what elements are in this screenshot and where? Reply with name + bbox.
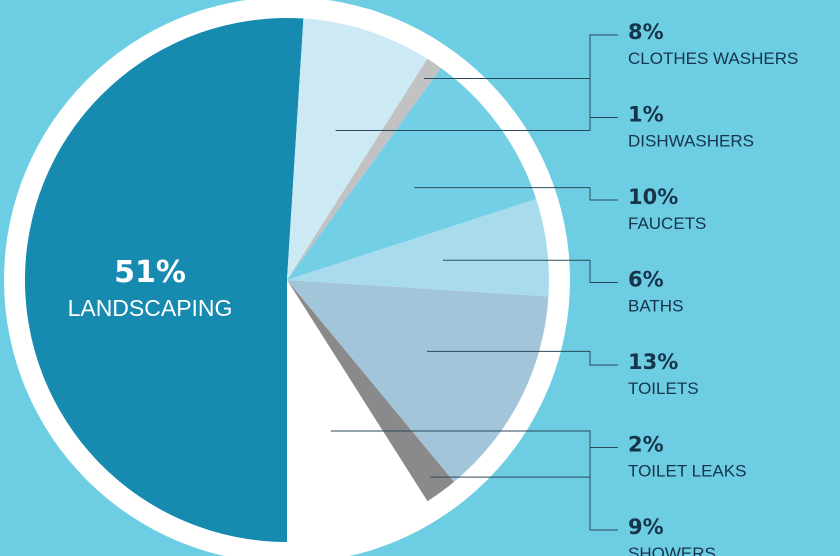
leader-line-faucets xyxy=(414,187,618,201)
slice-percent-toilets: 13% xyxy=(628,350,678,374)
slice-clothes-washers xyxy=(287,18,428,281)
slice-percent-faucets: 10% xyxy=(628,185,678,209)
slice-label-showers: SHOWERS xyxy=(628,544,716,556)
slice-percent-toilet-leaks: 2% xyxy=(628,433,664,457)
leader-line-baths xyxy=(443,259,618,283)
slice-label-toilet-leaks: TOILET LEAKS xyxy=(628,462,746,481)
slice-labels: 8% CLOTHES WASHERS 1% DISHWASHERS 10% FAUCETS… xyxy=(628,20,798,556)
slice-faucets xyxy=(287,68,537,280)
leader-line-dishwashers xyxy=(424,78,618,118)
slice-baths xyxy=(287,199,549,297)
slice-percent-baths: 6% xyxy=(628,268,664,292)
leader-line-toilets xyxy=(427,350,618,366)
landscaping-label-group: 51% LANDSCAPING xyxy=(68,255,233,321)
slice-label-faucets: FAUCETS xyxy=(628,214,706,233)
slice-label-dishwashers: DISHWASHERS xyxy=(628,132,754,151)
slice-label-clothes-washers: CLOTHES WASHERS xyxy=(628,49,798,68)
slice-label-toilets: TOILETS xyxy=(628,379,699,398)
slice-percent-showers: 9% xyxy=(628,515,664,539)
slice-landscaping xyxy=(24,17,304,543)
leader-line-showers xyxy=(330,430,618,531)
slice-dishwashers xyxy=(287,58,441,280)
slice-percent-landscaping: 51% xyxy=(114,255,186,290)
slice-label-baths: BATHS xyxy=(628,297,683,316)
leader-lines xyxy=(330,34,618,531)
slice-label-landscaping: LANDSCAPING xyxy=(68,295,233,321)
pie-slices xyxy=(24,17,549,543)
slice-percent-dishwashers: 1% xyxy=(628,103,664,127)
slice-showers xyxy=(287,280,428,542)
slice-percent-clothes-washers: 8% xyxy=(628,20,664,44)
slice-toilet-leaks xyxy=(287,280,455,502)
